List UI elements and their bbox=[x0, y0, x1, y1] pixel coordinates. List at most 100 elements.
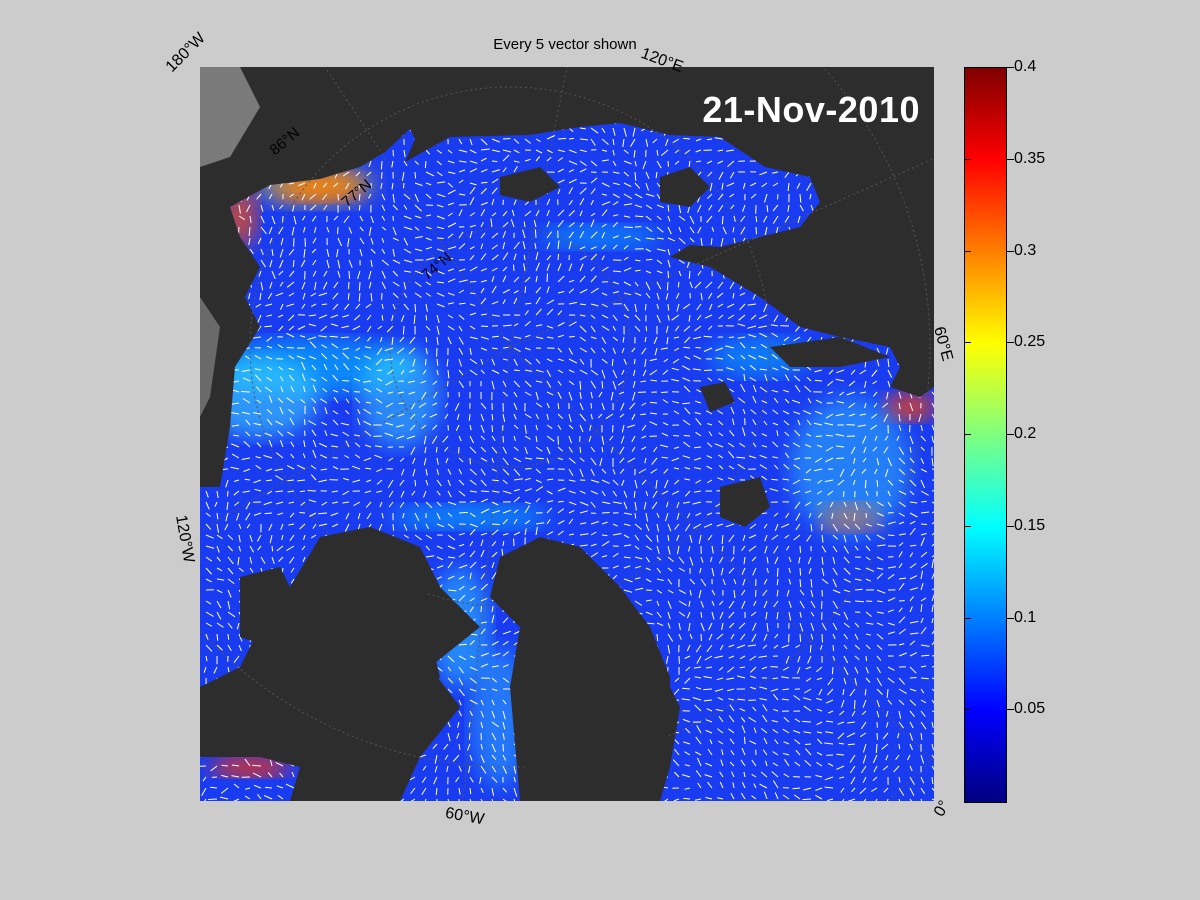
drift-vector bbox=[425, 270, 432, 277]
drift-vector bbox=[513, 446, 519, 451]
drift-vector bbox=[814, 369, 823, 373]
drift-vector bbox=[737, 463, 746, 470]
drift-vector bbox=[898, 468, 906, 475]
drift-vector bbox=[854, 545, 859, 551]
drift-vector bbox=[645, 204, 653, 210]
colorbar-tick bbox=[1006, 250, 1014, 252]
drift-vector bbox=[696, 725, 702, 734]
drift-vector bbox=[568, 391, 573, 401]
drift-vector bbox=[695, 479, 702, 484]
drift-vector bbox=[759, 332, 768, 338]
drift-vector bbox=[871, 369, 878, 377]
drift-vector bbox=[671, 457, 680, 462]
drift-vector bbox=[721, 182, 724, 190]
drift-vector bbox=[804, 501, 812, 507]
drift-vector bbox=[590, 246, 597, 250]
drift-vector bbox=[843, 501, 847, 507]
drift-vector bbox=[694, 412, 702, 415]
drift-vector bbox=[793, 464, 801, 470]
drift-vector bbox=[633, 490, 636, 498]
drift-vector bbox=[309, 341, 317, 349]
drift-vector bbox=[674, 739, 680, 745]
drift-vector bbox=[491, 187, 498, 195]
drift-vector bbox=[807, 397, 812, 404]
drift-vector bbox=[288, 501, 295, 504]
drift-vector bbox=[579, 231, 585, 239]
drift-vector bbox=[695, 512, 702, 517]
drift-vector bbox=[766, 567, 769, 574]
drift-vector bbox=[656, 633, 659, 641]
drift-vector bbox=[898, 577, 907, 580]
drift-vector bbox=[447, 233, 454, 239]
drift-vector bbox=[839, 468, 845, 478]
drift-vector bbox=[303, 534, 306, 540]
drift-vector bbox=[359, 226, 364, 232]
drift-vector bbox=[491, 765, 497, 773]
drift-vector bbox=[601, 325, 610, 331]
drift-vector bbox=[232, 380, 240, 383]
drift-vector bbox=[920, 665, 927, 668]
drift-vector bbox=[425, 501, 433, 509]
drift-vector bbox=[794, 384, 801, 393]
drift-vector bbox=[920, 500, 927, 503]
drift-vector bbox=[278, 325, 284, 332]
drift-vector bbox=[776, 611, 779, 620]
colorbar-tick bbox=[1006, 434, 1014, 435]
drift-vector bbox=[759, 464, 768, 470]
drift-vector bbox=[402, 325, 405, 335]
drift-vector bbox=[480, 573, 486, 580]
drift-vector bbox=[909, 468, 916, 474]
drift-vector bbox=[590, 380, 597, 389]
drift-vector bbox=[502, 540, 505, 547]
drift-vector bbox=[612, 314, 618, 322]
drift-vector bbox=[278, 556, 284, 562]
drift-vector bbox=[377, 378, 383, 382]
drift-vector bbox=[307, 336, 317, 341]
drift-vector bbox=[689, 578, 696, 585]
drift-vector bbox=[688, 545, 691, 552]
drift-vector bbox=[872, 380, 878, 385]
drift-vector bbox=[884, 468, 889, 478]
drift-vector bbox=[676, 534, 680, 541]
drift-vector bbox=[862, 435, 867, 444]
drift-vector bbox=[707, 748, 713, 756]
drift-vector bbox=[788, 567, 791, 574]
drift-vector bbox=[850, 446, 856, 455]
drift-vector bbox=[311, 215, 317, 222]
drift-vector bbox=[513, 380, 520, 388]
drift-vector bbox=[612, 214, 619, 217]
drift-vector bbox=[656, 556, 662, 561]
drift-vector bbox=[221, 774, 229, 778]
drift-vector bbox=[612, 479, 619, 486]
drift-vector bbox=[269, 259, 273, 268]
drift-vector bbox=[447, 222, 457, 228]
drift-vector bbox=[421, 776, 427, 783]
drift-vector bbox=[546, 507, 553, 514]
drift-vector bbox=[641, 402, 647, 406]
drift-vector bbox=[728, 644, 735, 648]
drift-vector bbox=[666, 655, 669, 664]
drift-vector bbox=[771, 534, 779, 540]
drift-vector bbox=[458, 302, 466, 305]
drift-vector bbox=[357, 270, 361, 280]
drift-vector bbox=[546, 255, 552, 261]
drift-vector bbox=[684, 149, 691, 155]
drift-vector bbox=[601, 266, 609, 272]
drift-vector bbox=[898, 776, 901, 783]
drift-vector bbox=[837, 479, 845, 486]
drift-vector bbox=[931, 559, 934, 569]
drift-vector bbox=[386, 413, 394, 418]
drift-vector bbox=[675, 292, 680, 299]
plot-title: Every 5 vector shown bbox=[493, 36, 637, 53]
drift-vector bbox=[721, 215, 724, 225]
drift-vector bbox=[330, 433, 339, 437]
drift-vector bbox=[797, 655, 801, 663]
drift-vector bbox=[682, 402, 691, 405]
drift-vector bbox=[769, 488, 779, 492]
drift-vector bbox=[403, 534, 409, 539]
drift-vector bbox=[535, 369, 544, 373]
drift-vector bbox=[480, 479, 487, 487]
drift-vector bbox=[524, 424, 527, 434]
drift-vector bbox=[535, 358, 541, 364]
